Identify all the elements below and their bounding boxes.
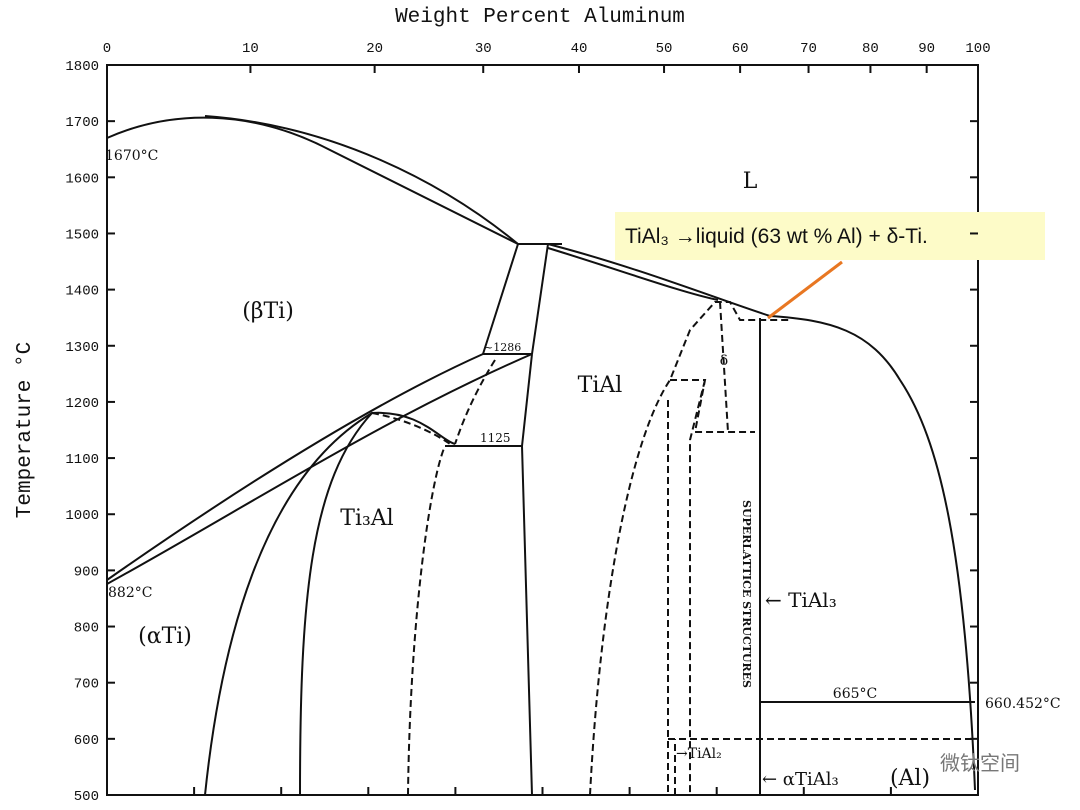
region-label: (βTi) (242, 299, 294, 324)
y-tick-label: 1200 (65, 396, 99, 412)
temp-label: 665°C (833, 686, 877, 702)
x-tick-label: 30 (475, 41, 492, 57)
region-label: L (743, 169, 758, 194)
region-label: δ (720, 353, 728, 369)
y-tick-label: 1700 (65, 115, 99, 131)
y-tick-label: 1800 (65, 59, 99, 75)
temp-label: 1670°C (105, 148, 158, 164)
watermark: 微钛空间 (940, 751, 1020, 775)
y-tick-label: 1600 (65, 171, 99, 187)
x-tick-label: 20 (366, 41, 383, 57)
x-tick-label: 0 (103, 41, 111, 57)
x-tick-label: 40 (571, 41, 588, 57)
x-tick-label: 100 (965, 41, 990, 57)
temp-label: 660.452°C (985, 696, 1061, 712)
region-label: TiAl (578, 373, 623, 398)
phase-label: ← TiAl₃ (765, 588, 837, 612)
phase-label: SUPERLATTICE STRUCTURES (740, 500, 753, 688)
x-tick-label: 80 (862, 41, 879, 57)
region-label: Ti₃Al (340, 506, 393, 531)
x-axis-title: Weight Percent Aluminum (395, 6, 685, 29)
y-axis-title: Temperature °C (14, 342, 37, 518)
y-tick-label: 1500 (65, 227, 99, 243)
y-tick-label: 500 (74, 789, 99, 805)
y-tick-label: 1400 (65, 284, 99, 300)
y-tick-label: 1100 (65, 452, 99, 468)
phase-label: ← αTiAl₃ (762, 769, 839, 790)
temp-label: ~1286 (484, 341, 521, 354)
y-tick-label: 600 (74, 733, 99, 749)
annotation-arrow (767, 260, 843, 320)
x-tick-label: 90 (918, 41, 935, 57)
x-tick-label: 10 (242, 41, 259, 57)
phase-boundaries (106, 115, 976, 796)
y-tick-label: 1300 (65, 340, 99, 356)
x-tick-label: 50 (656, 41, 673, 57)
annotation: TiAl₃ →liquid (63 wt % Al) + δ-Ti. (625, 225, 928, 248)
region-label: (αTi) (138, 624, 192, 649)
region-label: (Al) (890, 766, 930, 791)
temp-label: 1125 (480, 431, 511, 445)
temp-label: 882°C (108, 585, 152, 601)
y-tick-label: 1000 (65, 508, 99, 524)
annotation-box (615, 212, 1045, 260)
x-tick-label: 60 (732, 41, 749, 57)
phase-label: →TiAl₂ (676, 746, 722, 762)
y-tick-label: 900 (74, 564, 99, 580)
y-tick-label: 800 (74, 621, 99, 637)
x-tick-label: 70 (800, 41, 817, 57)
y-tick-label: 700 (74, 677, 99, 693)
